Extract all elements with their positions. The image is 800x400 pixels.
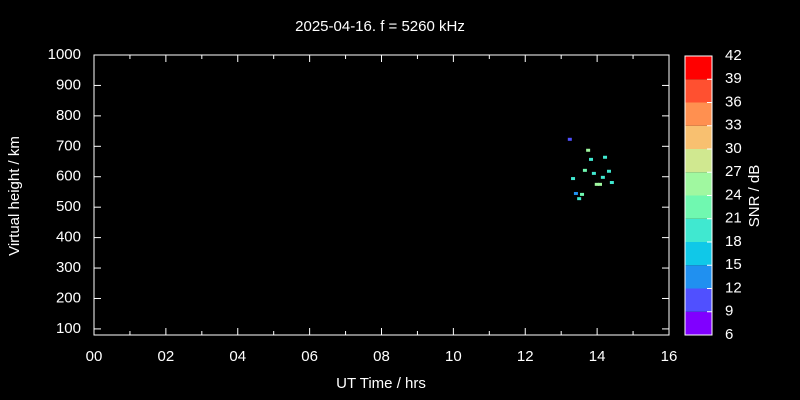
y-tick-label: 300 [56, 259, 81, 276]
colorbar-tick-label: 33 [725, 117, 742, 134]
data-point [606, 169, 611, 173]
x-tick-label: 06 [301, 348, 318, 365]
colorbar-tick-label: 15 [725, 256, 742, 273]
x-tick-label: 16 [661, 348, 678, 365]
y-tick-label: 400 [56, 229, 81, 246]
data-point [598, 182, 602, 186]
data-point [591, 171, 596, 175]
colorbar-band [685, 125, 712, 149]
data-point [594, 182, 599, 186]
data-point [603, 155, 608, 159]
colorbar-tick-label: 36 [725, 93, 742, 110]
colorbar-band [685, 149, 712, 173]
colorbar-band [685, 172, 712, 196]
x-axis-label: UT Time / hrs [336, 375, 426, 392]
data-point [573, 191, 578, 195]
colorbar-tick-label: 21 [725, 210, 742, 227]
data-point [577, 197, 582, 201]
colorbar-band [685, 195, 712, 219]
colorbar-band [685, 56, 712, 80]
colorbar-band [685, 311, 712, 335]
data-point [582, 168, 587, 172]
x-tick-label: 02 [158, 348, 175, 365]
y-tick-label: 200 [56, 289, 81, 306]
data-point [600, 175, 605, 179]
colorbar-tick-label: 27 [725, 163, 742, 180]
y-tick-label: 100 [56, 320, 81, 337]
colorbar-label: SNR / dB [746, 165, 763, 228]
y-tick-label: 900 [56, 76, 81, 93]
colorbar-band [685, 218, 712, 242]
x-tick-label: 04 [229, 348, 246, 365]
data-point [586, 148, 591, 152]
data-point [567, 137, 572, 141]
x-tick-label: 14 [589, 348, 606, 365]
colorbar-band [685, 79, 712, 103]
x-tick-label: 10 [445, 348, 462, 365]
y-tick-label: 600 [56, 168, 81, 185]
data-point [580, 192, 585, 196]
colorbar-tick-label: 6 [725, 326, 733, 343]
data-point [609, 181, 614, 185]
colorbar-tick-label: 18 [725, 233, 742, 250]
y-axis-label: Virtual height / km [6, 136, 23, 256]
x-tick-label: 08 [373, 348, 390, 365]
colorbar-tick-label: 42 [725, 47, 742, 64]
colorbar-tick-label: 39 [725, 70, 742, 87]
colorbar-band [685, 242, 712, 266]
colorbar-tick-label: 24 [725, 186, 742, 203]
colorbar-tick-label: 30 [725, 140, 742, 157]
colorbar-tick-label: 12 [725, 279, 742, 296]
chart-title: 2025-04-16. f = 5260 kHz [295, 18, 465, 35]
plot-frame [93, 54, 670, 336]
x-tick-label: 12 [517, 348, 534, 365]
colorbar-band [685, 288, 712, 312]
colorbar-band [685, 102, 712, 126]
y-tick-label: 500 [56, 198, 81, 215]
y-tick-label: 800 [56, 107, 81, 124]
y-tick-label: 1000 [48, 46, 81, 63]
colorbar-band [685, 265, 712, 289]
data-point [589, 157, 594, 161]
data-point [571, 177, 576, 181]
x-tick-label: 00 [86, 348, 103, 365]
colorbar-tick-label: 9 [725, 303, 733, 320]
y-tick-label: 700 [56, 137, 81, 154]
